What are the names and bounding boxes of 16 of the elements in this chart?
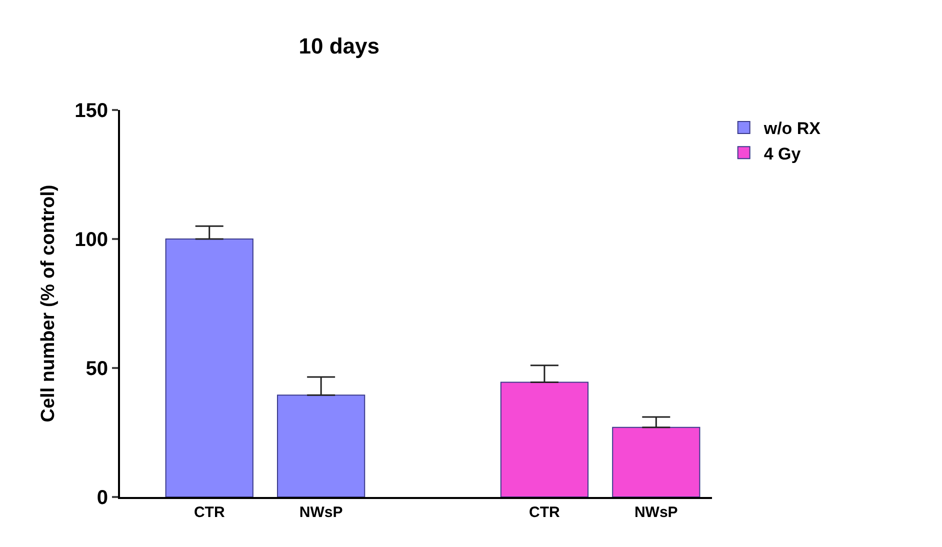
y-axis-title: Cell number (% of control) (38, 184, 59, 422)
x-tick-label: NWsP (634, 504, 678, 521)
y-tick-label: 100 (74, 229, 108, 251)
x-tick-label: NWsP (299, 504, 343, 521)
x-tick-label: CTR (194, 504, 225, 521)
bar (276, 394, 366, 497)
x-tick-label: CTR (529, 504, 560, 521)
bar (500, 382, 589, 497)
y-tick-label: 150 (74, 100, 108, 122)
bar (612, 426, 700, 497)
y-tick-label: 0 (96, 487, 108, 509)
legend-label: w/o RX (762, 119, 822, 138)
chart-title: 10 days (298, 34, 380, 59)
legend-label: 4 Gy (764, 144, 802, 164)
y-tick-label: 50 (86, 358, 108, 380)
bar (165, 238, 254, 497)
